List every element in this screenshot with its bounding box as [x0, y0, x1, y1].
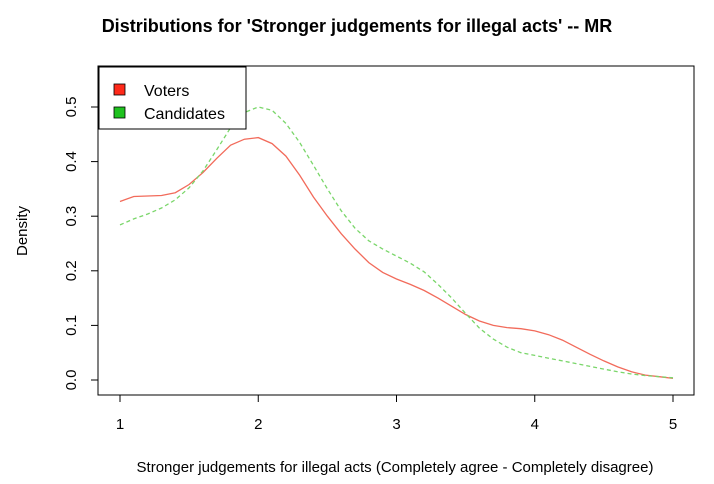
series-line-candidates [119, 106, 674, 379]
x-tick-label: 1 [116, 416, 124, 433]
x-axis: 1 2 3 4 5 [116, 394, 677, 433]
series-layer [119, 106, 674, 380]
x-tick-label: 2 [254, 416, 262, 433]
legend-swatch-voters [113, 83, 126, 96]
legend-box [98, 66, 247, 130]
y-axis: 0.0 0.1 0.2 0.3 0.4 0.5 [63, 97, 99, 391]
y-tick-label: 0.5 [63, 97, 80, 118]
x-tick-label: 3 [392, 416, 400, 433]
y-axis-label: Density [14, 205, 31, 256]
legend-label-candidates: Candidates [144, 106, 225, 123]
legend: Voters Candidates [98, 66, 247, 130]
series-line-voters [119, 136, 674, 380]
legend-swatch-candidates [113, 106, 126, 119]
x-axis-label: Stronger judgements for illegal acts (Co… [136, 459, 654, 476]
y-tick-label: 0.1 [63, 315, 80, 336]
y-tick-label: 0.3 [63, 206, 80, 227]
x-tick-label: 4 [531, 416, 539, 433]
chart-title: Distributions for 'Stronger judgements f… [101, 16, 613, 36]
legend-label-voters: Voters [144, 83, 189, 100]
x-tick-label: 5 [669, 416, 677, 433]
y-tick-label: 0.4 [63, 151, 80, 172]
y-tick-label: 0.2 [63, 260, 80, 281]
y-tick-label: 0.0 [63, 370, 80, 391]
